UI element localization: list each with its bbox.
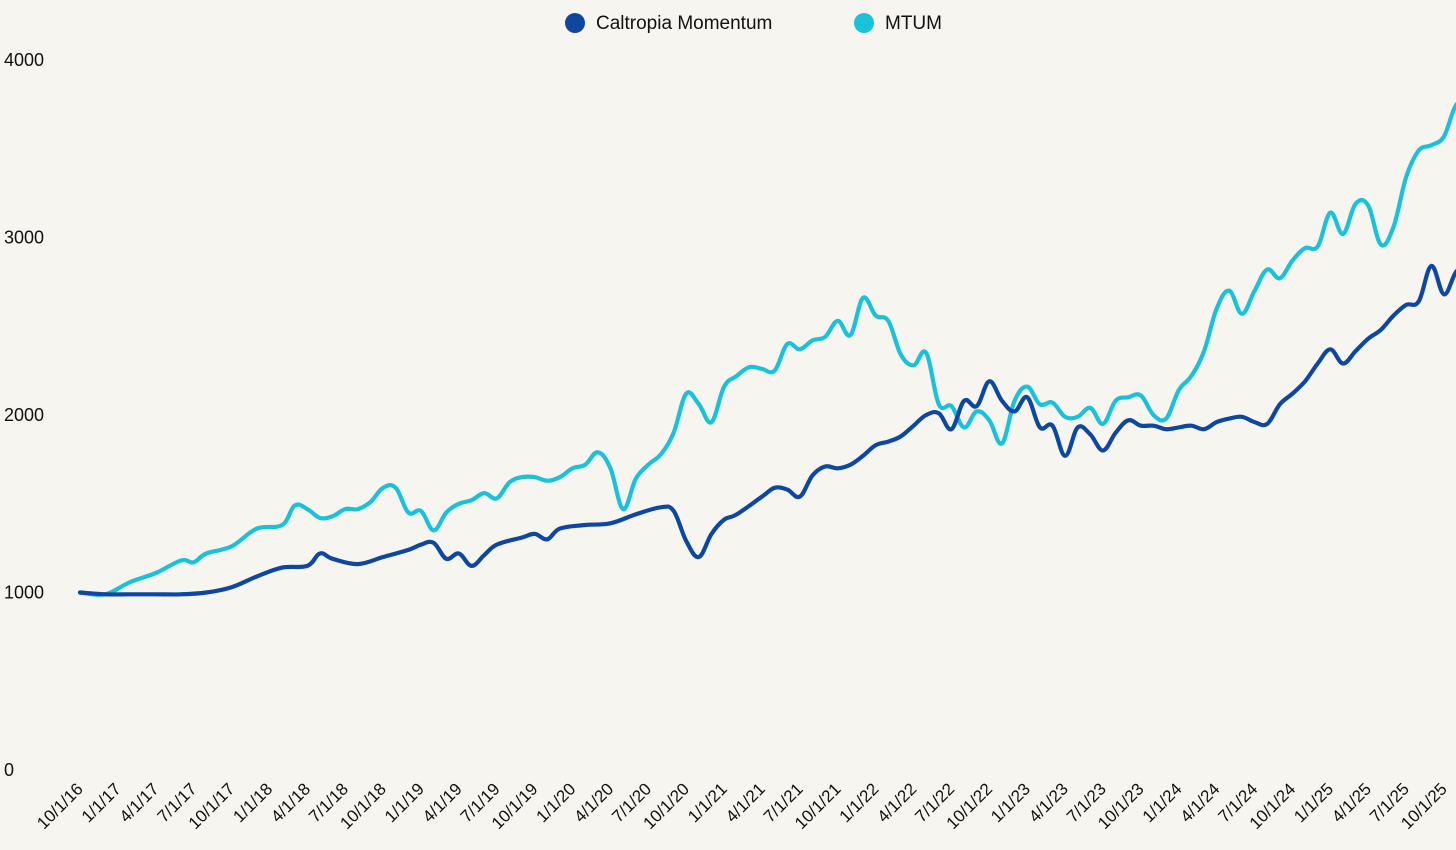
legend: Caltropia Momentum MTUM bbox=[565, 13, 942, 34]
y-tick-label: 4000 bbox=[4, 50, 44, 70]
y-tick-label: 3000 bbox=[4, 228, 44, 248]
x-tick-label: 1/1/17 bbox=[78, 779, 125, 826]
x-tick-label: 4/1/19 bbox=[419, 779, 466, 826]
x-tick-label: 4/1/23 bbox=[1025, 779, 1072, 826]
x-tick-label: 4/1/21 bbox=[722, 779, 769, 826]
series-line-caltropia-momentum bbox=[77, 263, 1456, 597]
series-layer bbox=[77, 102, 1456, 597]
x-tick-label: 1/1/20 bbox=[533, 779, 580, 826]
x-tick-label: 4/1/20 bbox=[570, 779, 617, 826]
legend-label-mtum: MTUM bbox=[885, 13, 942, 34]
x-tick-label: 1/1/24 bbox=[1139, 779, 1186, 826]
legend-marker-caltropia bbox=[565, 13, 585, 33]
x-tick-label: 1/1/23 bbox=[987, 779, 1034, 826]
x-tick-label: 10/1/16 bbox=[33, 779, 87, 833]
x-tick-label: 4/1/18 bbox=[267, 779, 314, 826]
legend-label-caltropia: Caltropia Momentum bbox=[596, 13, 772, 34]
legend-marker-mtum bbox=[854, 13, 874, 33]
y-axis: 0 1000 2000 3000 4000 bbox=[4, 50, 44, 780]
x-tick-label: 4/1/17 bbox=[116, 779, 163, 826]
x-tick-label: 1/1/19 bbox=[381, 779, 428, 826]
x-axis: 10/1/161/1/174/1/177/1/1710/1/171/1/184/… bbox=[33, 779, 1451, 833]
y-tick-label: 2000 bbox=[4, 405, 44, 425]
x-tick-label: 4/1/25 bbox=[1328, 779, 1375, 826]
x-tick-label: 4/1/24 bbox=[1177, 779, 1224, 826]
x-tick-label: 1/1/25 bbox=[1290, 779, 1337, 826]
legend-item-mtum[interactable]: MTUM bbox=[854, 13, 942, 34]
series-line-mtum bbox=[77, 102, 1456, 597]
x-tick-label: 1/1/22 bbox=[836, 779, 883, 826]
x-tick-label: 4/1/22 bbox=[874, 779, 921, 826]
x-tick-label: 1/1/21 bbox=[684, 779, 731, 826]
legend-item-caltropia[interactable]: Caltropia Momentum bbox=[565, 13, 772, 34]
y-tick-label: 0 bbox=[4, 760, 14, 780]
x-tick-label: 1/1/18 bbox=[229, 779, 276, 826]
y-tick-label: 1000 bbox=[4, 583, 44, 603]
